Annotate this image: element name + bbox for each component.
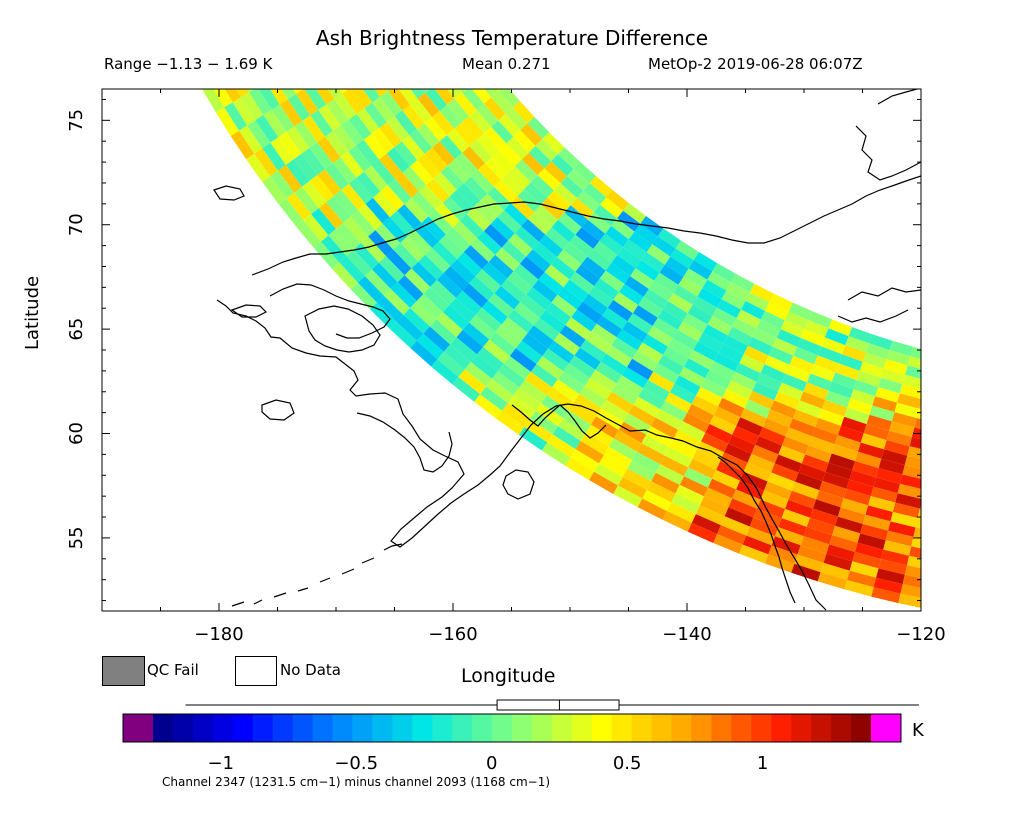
x-tick-label: −160 — [428, 624, 477, 645]
nunivak-island — [261, 399, 295, 421]
canadian-arctic-islands — [837, 89, 921, 323]
qc-fail-label: QC Fail — [147, 661, 199, 679]
x-axis-label: Longitude — [461, 665, 556, 687]
wrangel-island — [213, 185, 245, 201]
aleutian-islands — [231, 543, 403, 607]
no-data-label: No Data — [280, 661, 341, 679]
colorbar-units: K — [912, 720, 924, 741]
x-ticks: −180 −160 −140 −120 — [160, 89, 946, 645]
y-tick-label: 65 — [66, 318, 87, 341]
x-tick-label: −140 — [662, 624, 711, 645]
y-tick-label: 70 — [66, 213, 87, 236]
coastline-outlines — [213, 89, 921, 611]
range-readout: Range −1.13 − 1.69 K — [104, 55, 273, 73]
kodiak-island — [502, 469, 535, 500]
colorbar-tick-label: 0 — [486, 753, 497, 774]
colorbar-tick-label: −1 — [207, 753, 234, 774]
cook-inlet-coast — [511, 404, 607, 439]
seward-peninsula-coast — [269, 283, 391, 339]
x-tick-label: −120 — [896, 624, 945, 645]
norton-sound-coast — [304, 305, 381, 353]
satellite-timestamp: MetOp-2 2019-06-28 06:07Z — [648, 55, 863, 73]
boxplot-box — [496, 699, 620, 711]
colorbar-tick-label: 1 — [757, 753, 768, 774]
qc-fail-swatch — [102, 656, 145, 686]
y-tick-label: 55 — [66, 526, 87, 549]
underflow-swatch — [123, 714, 153, 742]
overflow-swatch — [871, 714, 901, 742]
arctic-coastline — [251, 175, 921, 276]
x-tick-label: −180 — [194, 624, 243, 645]
alaska-coastline — [216, 299, 827, 611]
colorbar: −1 −0.5 0 0.5 1 — [122, 713, 902, 774]
st-lawrence-island — [230, 304, 268, 318]
ash-btd-swath — [202, 89, 921, 608]
no-data-swatch — [235, 656, 277, 686]
channel-footnote: Channel 2347 (1231.5 cm−1) minus channel… — [162, 775, 551, 789]
bristol-bay-coast — [356, 412, 453, 473]
y-tick-label: 60 — [66, 422, 87, 445]
colorbar-tick-label: 0.5 — [613, 753, 642, 774]
y-ticks: 55 60 65 70 75 — [66, 98, 921, 602]
mean-readout: Mean 0.271 — [462, 55, 551, 73]
alexander-archipelago-coast — [717, 456, 796, 604]
figure-title: Ash Brightness Temperature Difference — [315, 26, 709, 50]
colorbar-tick-label: −0.5 — [334, 753, 378, 774]
colorbar-boxplot — [185, 699, 919, 711]
y-tick-label: 75 — [66, 109, 87, 132]
